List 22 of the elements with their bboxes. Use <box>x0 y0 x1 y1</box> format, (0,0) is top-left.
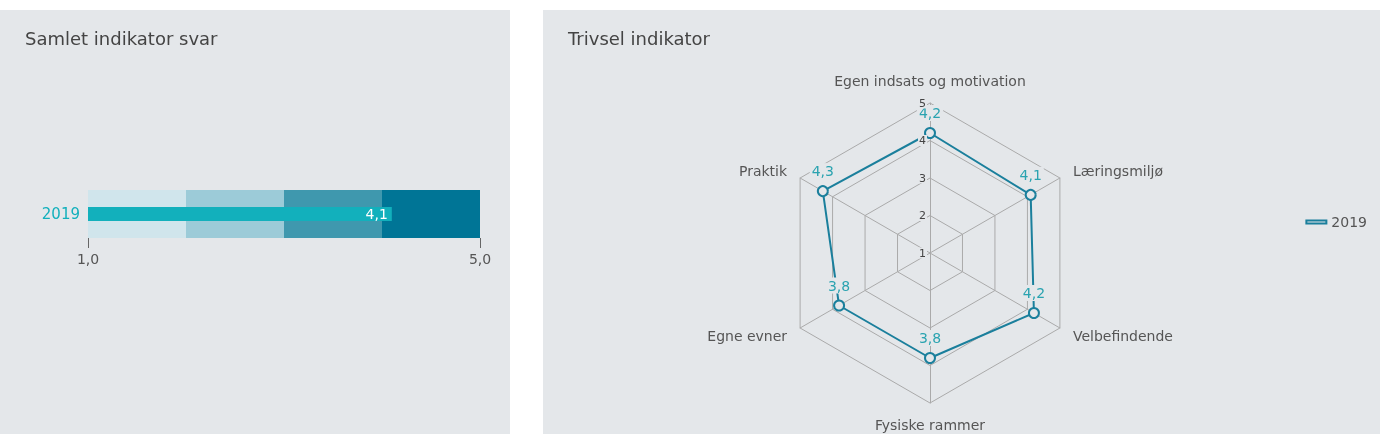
x-tick-label: 5,0 <box>468 251 492 267</box>
y-tick-label: 1 <box>919 246 926 260</box>
spoke-label: Egen indsats og motivation <box>834 73 1026 89</box>
data-label: 3,8 <box>827 277 851 294</box>
data-label: 4,1 <box>365 206 388 222</box>
spoke-label: Egne evner <box>707 327 788 344</box>
y-tick-label: 4 <box>919 134 926 147</box>
spoke-label: Læringsmiljø <box>1072 162 1164 179</box>
data-label: 4,1 <box>1019 166 1042 183</box>
spoke-label: Velbefindende <box>1072 327 1173 344</box>
data-label: 4,2 <box>1022 285 1046 301</box>
y-tick-label: 2 <box>919 209 926 222</box>
data-label: 4,3 <box>811 163 834 180</box>
y-tick-label: 3 <box>919 171 926 185</box>
x-tick-label: 1,0 <box>76 251 100 267</box>
data-label: 4,2 <box>918 105 942 121</box>
chart-title: Trivsel indikator <box>567 27 711 49</box>
chart-title: Samlet indikator svar <box>25 27 219 49</box>
data-label: 3,8 <box>918 330 942 346</box>
legend-label: 2019 <box>1331 214 1368 230</box>
spoke-label: Fysiske rammer <box>874 417 986 433</box>
spoke-label: Praktik <box>738 162 788 179</box>
